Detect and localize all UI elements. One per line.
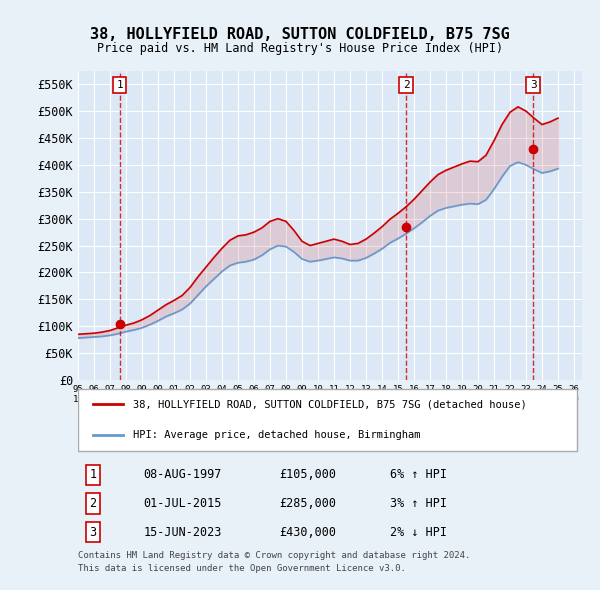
Text: HPI: Average price, detached house, Birmingham: HPI: Average price, detached house, Birm… — [133, 430, 421, 440]
Text: 3% ↑ HPI: 3% ↑ HPI — [391, 497, 448, 510]
Text: 2: 2 — [403, 80, 409, 90]
Text: 38, HOLLYFIELD ROAD, SUTTON COLDFIELD, B75 7SG (detached house): 38, HOLLYFIELD ROAD, SUTTON COLDFIELD, B… — [133, 399, 527, 409]
FancyBboxPatch shape — [78, 389, 577, 451]
Text: 3: 3 — [89, 526, 97, 539]
Text: 08-AUG-1997: 08-AUG-1997 — [143, 468, 222, 481]
Text: Price paid vs. HM Land Registry's House Price Index (HPI): Price paid vs. HM Land Registry's House … — [97, 42, 503, 55]
Text: 3: 3 — [530, 80, 536, 90]
Text: 01-JUL-2015: 01-JUL-2015 — [143, 497, 222, 510]
Text: Contains HM Land Registry data © Crown copyright and database right 2024.
This d: Contains HM Land Registry data © Crown c… — [78, 552, 470, 573]
Text: 1: 1 — [116, 80, 123, 90]
Text: 38, HOLLYFIELD ROAD, SUTTON COLDFIELD, B75 7SG: 38, HOLLYFIELD ROAD, SUTTON COLDFIELD, B… — [90, 27, 510, 41]
Text: £430,000: £430,000 — [280, 526, 337, 539]
Text: £105,000: £105,000 — [280, 468, 337, 481]
Text: 6% ↑ HPI: 6% ↑ HPI — [391, 468, 448, 481]
Text: 2% ↓ HPI: 2% ↓ HPI — [391, 526, 448, 539]
Text: £285,000: £285,000 — [280, 497, 337, 510]
Text: 1: 1 — [89, 468, 97, 481]
Text: 2: 2 — [89, 497, 97, 510]
Text: 15-JUN-2023: 15-JUN-2023 — [143, 526, 222, 539]
